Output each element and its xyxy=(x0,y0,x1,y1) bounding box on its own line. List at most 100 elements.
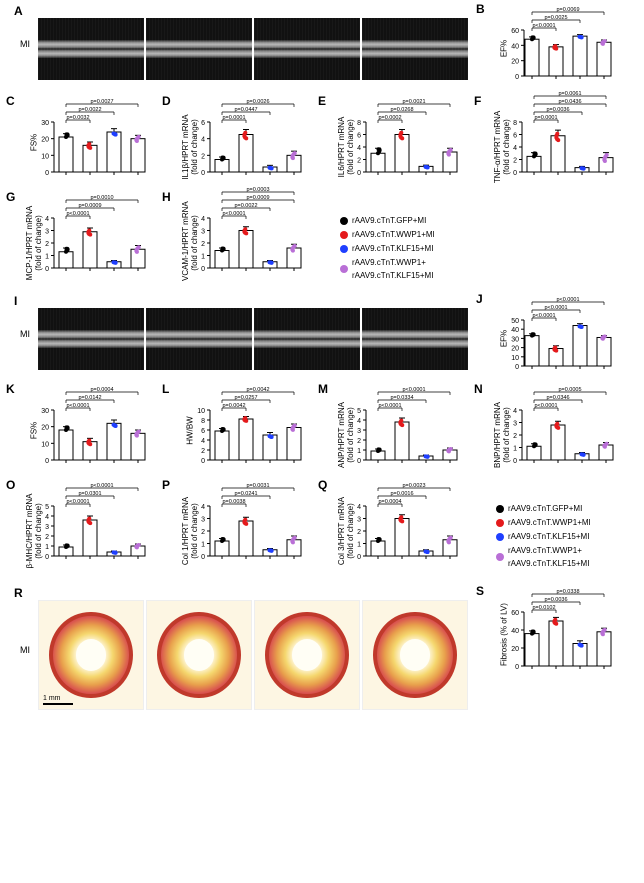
svg-text:p=0.0009: p=0.0009 xyxy=(78,203,101,209)
svg-text:p=0.0042: p=0.0042 xyxy=(222,403,245,409)
histology-image: rAAV9.cTnT.GFP1 mm xyxy=(38,600,144,710)
chart-L: 0246810p=0.0042p=0.0257p=0.0042HW/BW xyxy=(186,396,304,472)
svg-text:2: 2 xyxy=(201,448,205,455)
svg-text:p=0.0069: p=0.0069 xyxy=(556,7,579,13)
legend-item: rAAV9.cTnT.WWP1+rAAV9.cTnT.KLF15+MI xyxy=(340,256,435,282)
svg-text:8: 8 xyxy=(513,120,517,127)
svg-text:1: 1 xyxy=(201,542,205,549)
svg-text:1: 1 xyxy=(513,446,517,453)
legend-2: rAAV9.cTnT.GFP+MIrAAV9.cTnT.WWP1+MIrAAV9… xyxy=(496,502,591,571)
chart-E: 02468p=0.0002p=0.0268p=0.0021IL6/HPRT mR… xyxy=(342,108,460,184)
echo-row-I: rAAV9.cTnT.GFPrAAV9.cTnT.WWP1rAAV9.cTnT.… xyxy=(38,308,468,370)
svg-text:10: 10 xyxy=(197,408,205,415)
svg-text:0: 0 xyxy=(513,170,517,177)
svg-text:0: 0 xyxy=(45,170,49,177)
panel-label-J: J xyxy=(476,292,483,306)
svg-text:p=0.0241: p=0.0241 xyxy=(234,491,257,497)
legend-dot xyxy=(496,519,504,527)
svg-text:p=0.0031: p=0.0031 xyxy=(246,483,269,489)
panel-label-F: F xyxy=(474,94,481,108)
panel-label-E: E xyxy=(318,94,326,108)
ylabel-D: IL1β/HPRT mRNA(fold of change) xyxy=(181,109,199,185)
svg-text:5: 5 xyxy=(357,408,361,415)
svg-text:6: 6 xyxy=(201,428,205,435)
svg-text:p=0.0436: p=0.0436 xyxy=(558,99,581,105)
svg-text:4: 4 xyxy=(201,438,205,445)
svg-text:p<0.0001: p<0.0001 xyxy=(532,313,555,319)
svg-text:p<0.0001: p<0.0001 xyxy=(66,211,89,217)
legend-item: rAAV9.cTnT.KLF15+MI xyxy=(340,242,435,255)
svg-text:5: 5 xyxy=(45,504,49,511)
svg-text:3: 3 xyxy=(513,421,517,428)
svg-text:20: 20 xyxy=(41,137,49,144)
ylabel-P: Col 1/HPRT mRNA(fold of change) xyxy=(181,493,199,569)
svg-text:4: 4 xyxy=(45,514,49,521)
legend-dot xyxy=(340,217,348,225)
histology-image: rAAV9.cTnT.WWP1+rAAV9.cTnT.KLF15 xyxy=(362,600,468,710)
svg-text:p<0.0001: p<0.0001 xyxy=(544,305,567,311)
panel-label-L: L xyxy=(162,382,169,396)
svg-text:6: 6 xyxy=(201,120,205,127)
svg-text:2: 2 xyxy=(45,534,49,541)
svg-text:4: 4 xyxy=(45,216,49,223)
svg-text:3: 3 xyxy=(357,517,361,524)
ylabel-E: IL6/HPRT mRNA(fold of change) xyxy=(337,109,355,185)
legend-label: rAAV9.cTnT.GFP+MI xyxy=(352,214,426,227)
svg-text:0: 0 xyxy=(201,458,205,465)
ylabel-J: EF% xyxy=(500,303,509,375)
svg-text:p=0.0002: p=0.0002 xyxy=(378,115,401,121)
svg-text:2: 2 xyxy=(357,529,361,536)
svg-text:30: 30 xyxy=(511,336,519,343)
ylabel-F: TNF-α/HPRT mRNA(fold of change) xyxy=(493,109,511,185)
svg-text:60: 60 xyxy=(511,610,519,617)
svg-text:p=0.0042: p=0.0042 xyxy=(246,387,269,393)
svg-text:p=0.0003: p=0.0003 xyxy=(246,187,269,193)
panel-label-O: O xyxy=(6,478,15,492)
svg-text:3: 3 xyxy=(201,517,205,524)
svg-text:p=0.0036: p=0.0036 xyxy=(544,597,567,603)
svg-text:p<0.0001: p<0.0001 xyxy=(534,403,557,409)
echo-image: rAAV9.cTnT.KLF15 xyxy=(254,308,360,370)
legend-1: rAAV9.cTnT.GFP+MIrAAV9.cTnT.WWP1+MIrAAV9… xyxy=(340,214,435,283)
svg-text:1: 1 xyxy=(201,254,205,261)
ylabel-H: VCAM-1/HPRT mRNA(fold of change) xyxy=(181,205,199,281)
svg-text:p=0.0447: p=0.0447 xyxy=(234,107,257,113)
ylabel-S: Fibrosis (% of LV) xyxy=(500,595,509,675)
legend-dot xyxy=(340,245,348,253)
svg-text:p=0.0334: p=0.0334 xyxy=(390,395,413,401)
chart-D: 0246p=0.0001p=0.0447p=0.0026IL1β/HPRT mR… xyxy=(186,108,304,184)
svg-text:0: 0 xyxy=(45,554,49,561)
svg-text:p=0.0301: p=0.0301 xyxy=(78,491,101,497)
legend-label: rAAV9.cTnT.WWP1+rAAV9.cTnT.KLF15+MI xyxy=(508,544,589,570)
svg-text:p=0.0025: p=0.0025 xyxy=(544,15,567,21)
svg-text:20: 20 xyxy=(511,646,519,653)
echo-row-A: rAAV9.cTnT.GFPrAAV9.cTnT.WWP1rAAV9.cTnT.… xyxy=(38,18,468,80)
svg-text:0: 0 xyxy=(201,266,205,273)
heart-section xyxy=(49,612,132,698)
legend-label: rAAV9.cTnT.WWP1+rAAV9.cTnT.KLF15+MI xyxy=(352,256,433,282)
svg-text:0: 0 xyxy=(45,266,49,273)
svg-text:1: 1 xyxy=(357,542,361,549)
svg-text:4: 4 xyxy=(513,145,517,152)
svg-text:p=0.0036: p=0.0036 xyxy=(546,107,569,113)
svg-text:2: 2 xyxy=(357,438,361,445)
svg-text:p=0.0004: p=0.0004 xyxy=(378,499,401,505)
panel-label-P: P xyxy=(162,478,170,492)
svg-text:50: 50 xyxy=(511,318,519,325)
legend-dot xyxy=(340,265,348,273)
panel-label-Q: Q xyxy=(318,478,327,492)
panel-label-C: C xyxy=(6,94,15,108)
chart-M: 012345p<0.0001p=0.0334p<0.0001ANP/HPRT m… xyxy=(342,396,460,472)
echo-image: rAAV9.cTnT.WWP1 xyxy=(146,18,252,80)
svg-text:0: 0 xyxy=(513,458,517,465)
svg-text:4: 4 xyxy=(357,504,361,511)
svg-text:0: 0 xyxy=(515,664,519,671)
svg-text:p=0.0016: p=0.0016 xyxy=(390,491,413,497)
chart-H: 01234p<0.0001p=0.0022p=0.0009p=0.0003VCA… xyxy=(186,204,304,280)
chart-N: 01234p<0.0001p=0.0346p=0.0005BNP/HPRT mR… xyxy=(498,396,616,472)
mi-label: MI xyxy=(20,39,30,49)
svg-text:20: 20 xyxy=(41,425,49,432)
legend-item: rAAV9.cTnT.WWP1+rAAV9.cTnT.KLF15+MI xyxy=(496,544,591,570)
svg-text:p<0.0001: p<0.0001 xyxy=(556,297,579,303)
svg-text:p=0.0010: p=0.0010 xyxy=(90,195,113,201)
